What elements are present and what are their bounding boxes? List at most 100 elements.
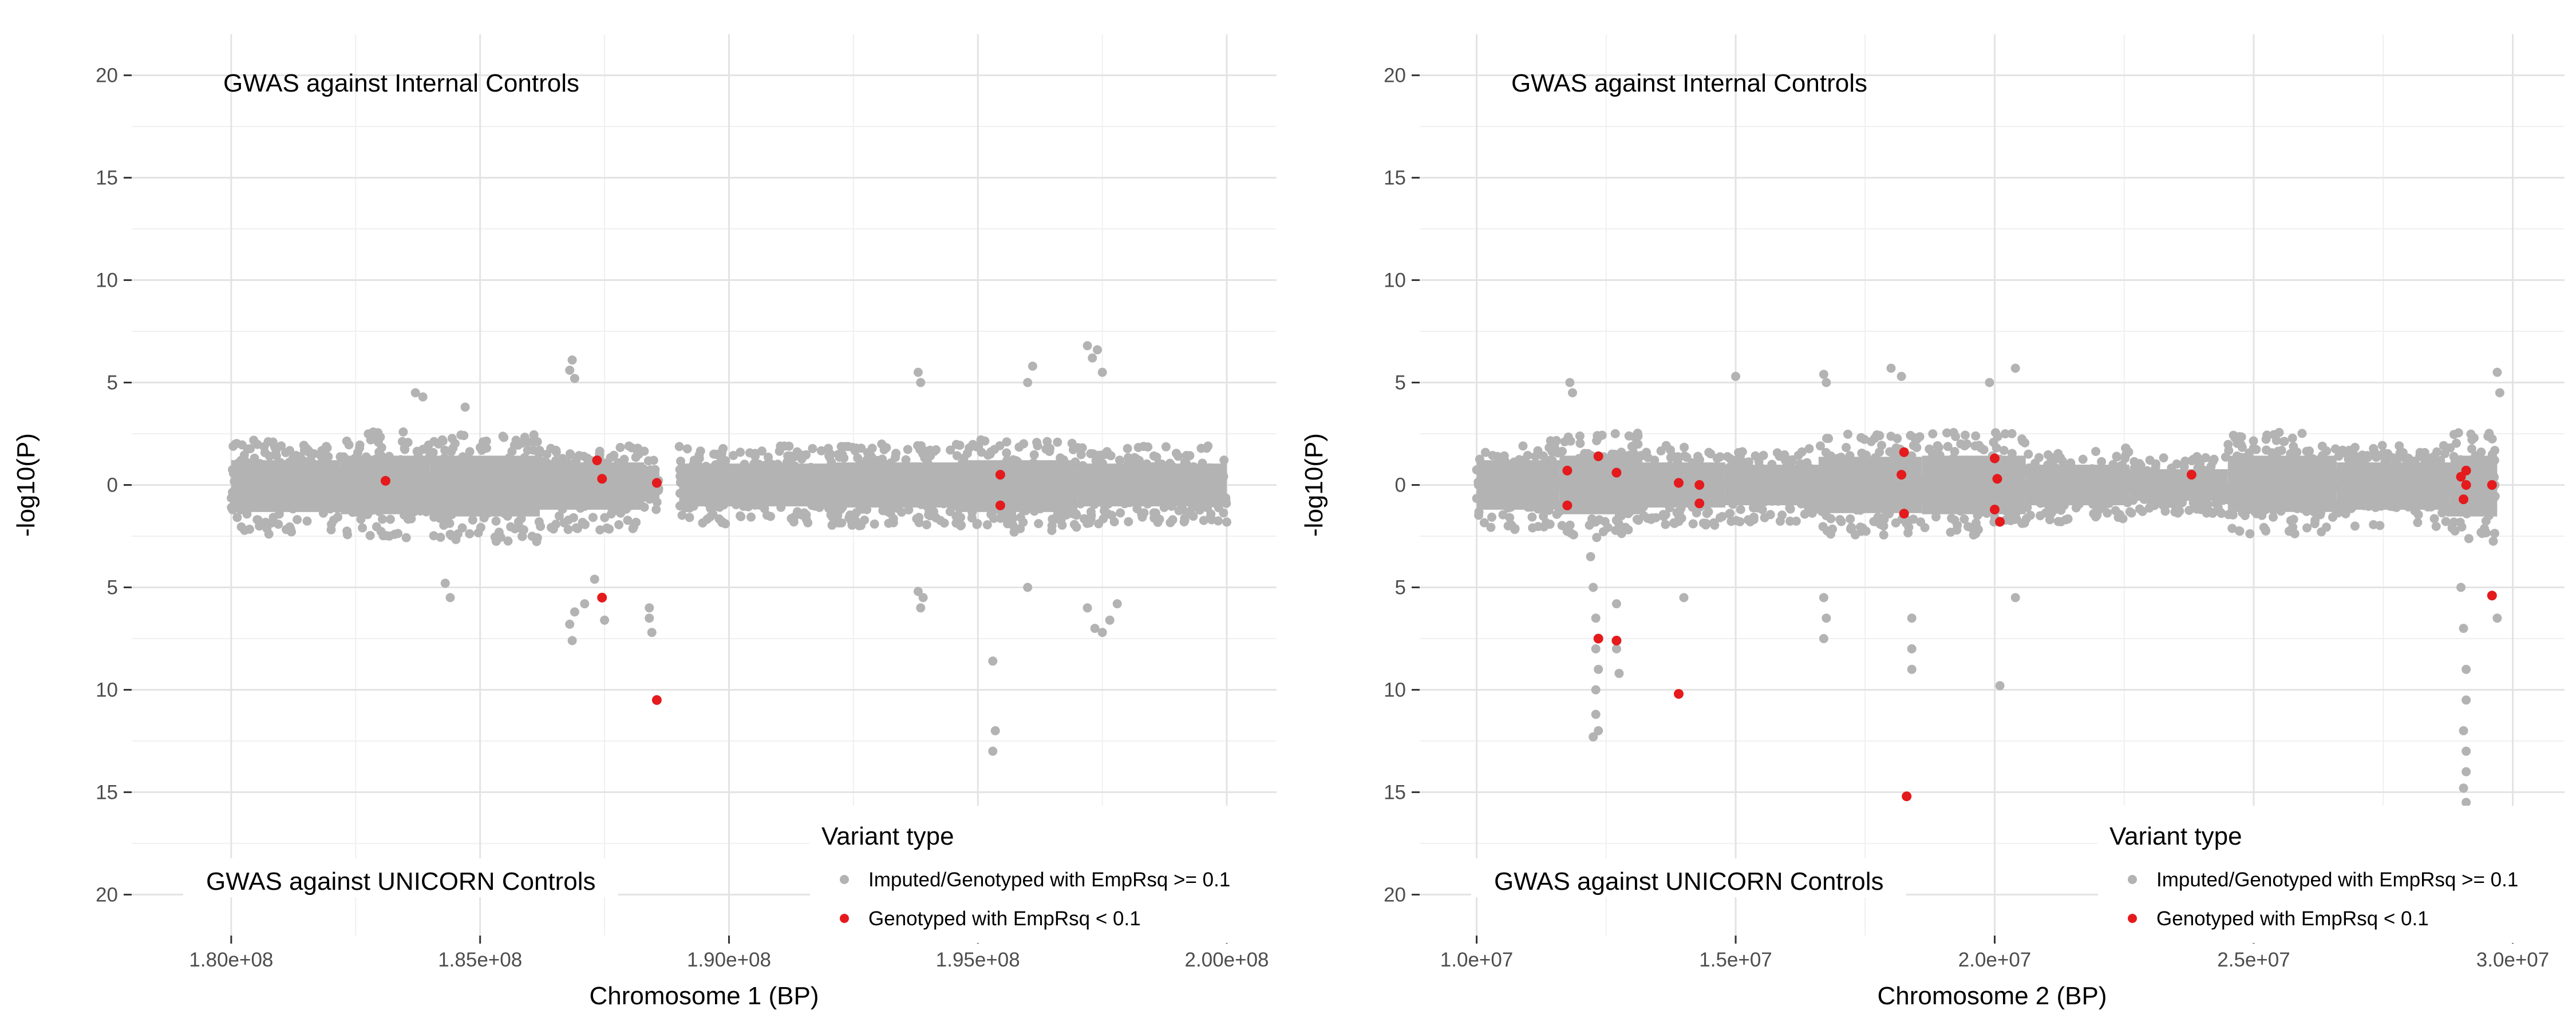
cloud-point [980,436,990,446]
cloud-point [1095,455,1104,465]
cloud-point [796,450,805,459]
data-point-red [381,476,390,486]
data-point [1679,593,1689,603]
cloud-point [364,429,373,439]
cloud-point [2053,450,2063,459]
cloud-point [1199,516,1208,525]
cloud-point [358,523,368,533]
cloud-point [1925,444,1934,454]
cloud-point [2249,436,2258,446]
data-point [418,392,428,402]
cloud-point [2274,427,2284,437]
data-point [1886,363,1896,373]
cloud-point [1715,452,1725,462]
cloud-point [503,536,513,546]
cloud-point [1736,505,1745,514]
cloud-point [2091,447,2101,456]
cloud-point [2010,514,2020,524]
data-point [570,374,579,383]
cloud-point [445,518,455,528]
cloud-point [1219,455,1229,465]
cloud-point [2369,443,2379,453]
y-tick-label: 0 [107,474,118,497]
cloud-point [736,512,746,521]
cloud-point [1753,503,1763,513]
cloud-point [1029,450,1039,459]
cloud-point [1673,454,1683,464]
cloud-point [1544,443,1554,453]
chart-panel-2: 20 15 10 5 0 5 10 15 20 1.0e+07 1.5e+07 2.0e+07 2.5e… [1300,34,2576,1010]
cloud-point [1510,525,1520,534]
cloud-point [438,436,448,446]
cloud-point [465,447,475,457]
cloud-point [1155,514,1164,524]
cloud-point [694,454,704,464]
data-point [1082,341,1092,351]
data-point-red [597,474,607,484]
y-tick-label: 20 [1384,65,1406,87]
cloud-point [1034,519,1044,528]
cloud-point [746,512,756,522]
data-point [1090,624,1100,633]
data-point-red [1593,633,1603,644]
cloud-point [2297,429,2307,438]
data-point [1614,668,1624,678]
cloud-point [2344,446,2354,455]
cloud-point [299,441,309,450]
cloud-point [2441,517,2451,526]
cloud-point [729,451,738,460]
cloud-point [2034,453,2044,462]
data-point [1907,613,1917,623]
cloud-point [2464,534,2474,544]
cloud-point [1486,522,1496,532]
cloud-point [2413,518,2423,528]
cloud-point [2170,507,2180,517]
cloud-point [1661,520,1670,529]
cloud-point [1704,447,1714,457]
cloud-point [2045,515,2055,525]
cloud-point [2279,437,2289,446]
data-point [1611,599,1621,609]
cloud-point [329,515,338,525]
cloud-point [1647,513,1657,523]
data-point-red [651,695,662,705]
cloud-point [418,445,428,454]
data-point [913,367,923,377]
data-point [913,587,923,596]
cloud-point [1592,533,1602,542]
cloud-point [1931,512,1941,522]
cloud-point [787,514,796,524]
x-tick-label: 2.0e+07 [1958,949,2032,971]
legend-label: Imputed/Genotyped with EmpRsq >= 0.1 [868,869,1230,891]
cloud-point [2316,510,2325,520]
data-point [1995,681,2005,691]
data-point [590,575,599,584]
cloud-point [955,441,965,450]
cloud-point [1847,525,1856,534]
cloud-point [520,433,530,442]
cloud-point [2322,522,2331,532]
cloud-point [2195,459,2204,468]
cloud-point [397,437,407,446]
cloud-point [901,455,911,465]
cloud-point [1051,514,1061,524]
cloud-point [403,514,413,524]
cloud-point [1842,443,1851,452]
cloud-point [918,449,927,458]
cloud-point [1002,437,1012,447]
cloud-point [1970,441,1980,451]
legend-label: Genotyped with EmpRsq < 0.1 [2156,908,2429,930]
cloud-point [2484,429,2494,438]
cloud-point [2431,521,2441,531]
cloud-point [2289,514,2298,524]
cloud-point [1585,520,1594,530]
cloud-point [372,522,381,532]
y-tick-label: 5 [107,372,118,394]
cloud-point [1879,521,1888,531]
cloud-point [2413,510,2423,520]
cloud-point [2179,462,2189,472]
cloud-point [1083,514,1093,524]
cloud-point [808,443,817,453]
cloud-point [1875,431,1884,441]
cloud-point [517,532,527,541]
